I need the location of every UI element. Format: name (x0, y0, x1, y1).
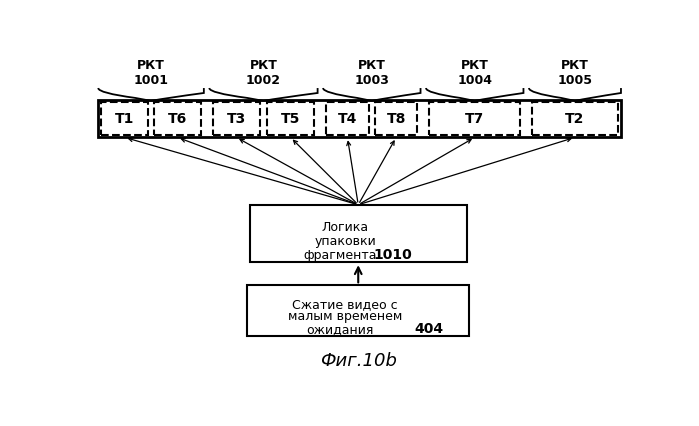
Text: фрагмента: фрагмента (303, 248, 377, 261)
Text: малым временем: малым временем (288, 310, 402, 322)
Text: РКТ
1002: РКТ 1002 (246, 59, 281, 87)
Bar (326, 102, 368, 136)
Text: упаковки: упаковки (315, 234, 376, 248)
Text: T8: T8 (387, 112, 406, 126)
Bar (247, 286, 469, 337)
Bar (250, 205, 467, 263)
Text: РКТ
1005: РКТ 1005 (557, 59, 593, 87)
Text: ожидания: ожидания (305, 322, 373, 335)
Text: РКТ
1004: РКТ 1004 (457, 59, 492, 87)
Text: T6: T6 (168, 112, 187, 126)
Text: T4: T4 (338, 112, 357, 126)
Text: РКТ
1001: РКТ 1001 (134, 59, 168, 87)
Text: 1010: 1010 (373, 248, 412, 262)
Bar (101, 102, 147, 136)
Text: Сжатие видео с: Сжатие видео с (292, 297, 398, 310)
Bar (212, 102, 260, 136)
Text: T3: T3 (226, 112, 246, 126)
Text: Логика: Логика (322, 221, 369, 233)
Text: Фиг.10b: Фиг.10b (320, 351, 396, 369)
Text: T1: T1 (115, 112, 134, 126)
Text: РКТ
1003: РКТ 1003 (354, 59, 389, 87)
Bar (267, 102, 315, 136)
Bar (375, 102, 417, 136)
Text: 404: 404 (415, 322, 444, 336)
Bar (532, 102, 618, 136)
Text: T7: T7 (465, 112, 484, 126)
Bar (98, 100, 621, 138)
Text: T5: T5 (281, 112, 300, 126)
Bar (429, 102, 520, 136)
Bar (154, 102, 201, 136)
Text: T2: T2 (565, 112, 584, 126)
